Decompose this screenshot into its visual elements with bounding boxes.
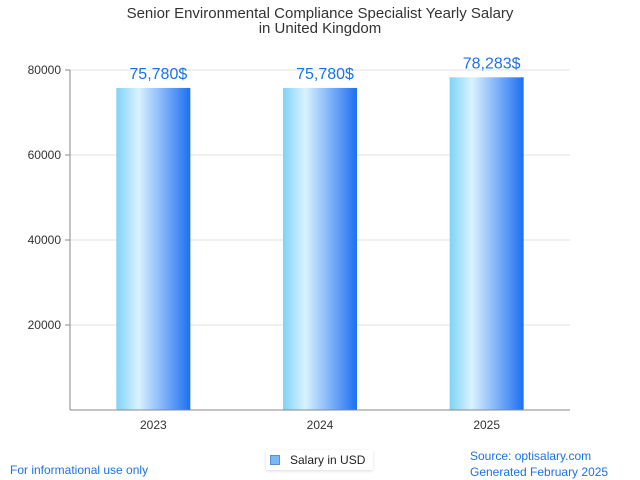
bar-2025[interactable] (449, 77, 524, 411)
legend-swatch (270, 455, 280, 465)
data-label-2023: 75,780$ (129, 66, 187, 83)
bar-2024[interactable] (283, 87, 357, 410)
y-tick-label: 80000 (28, 63, 62, 77)
x-tick-label-2024: 2024 (307, 418, 334, 432)
chart-title: Senior Environmental Compliance Speciali… (127, 5, 514, 22)
source-block: Source: optisalary.com Generated Februar… (470, 448, 608, 480)
generated-text: Generated February 2025 (470, 465, 609, 479)
y-tick-label: 40000 (28, 233, 62, 247)
legend-label: Salary in USD (290, 453, 366, 467)
y-tick-label: 20000 (28, 318, 62, 332)
bar-2023[interactable] (116, 87, 191, 410)
source-text: Source: optisalary.com (470, 449, 592, 463)
data-label-2025: 78,283$ (463, 55, 521, 72)
axes: 20000 40000 60000 80000 2023 2024 2025 (28, 63, 570, 432)
data-labels: 75,780$ 75,780$ 78,283$ (129, 55, 520, 83)
data-label-2024: 75,780$ (296, 66, 354, 83)
x-tick-label-2023: 2023 (140, 418, 167, 432)
x-tick-label-2025: 2025 (473, 418, 500, 432)
bars (116, 77, 524, 411)
legend[interactable]: Salary in USD (266, 450, 374, 470)
disclaimer-text: For informational use only (10, 463, 149, 477)
y-tick-label: 60000 (28, 148, 62, 162)
chart-subtitle: in United Kingdom (259, 20, 382, 37)
